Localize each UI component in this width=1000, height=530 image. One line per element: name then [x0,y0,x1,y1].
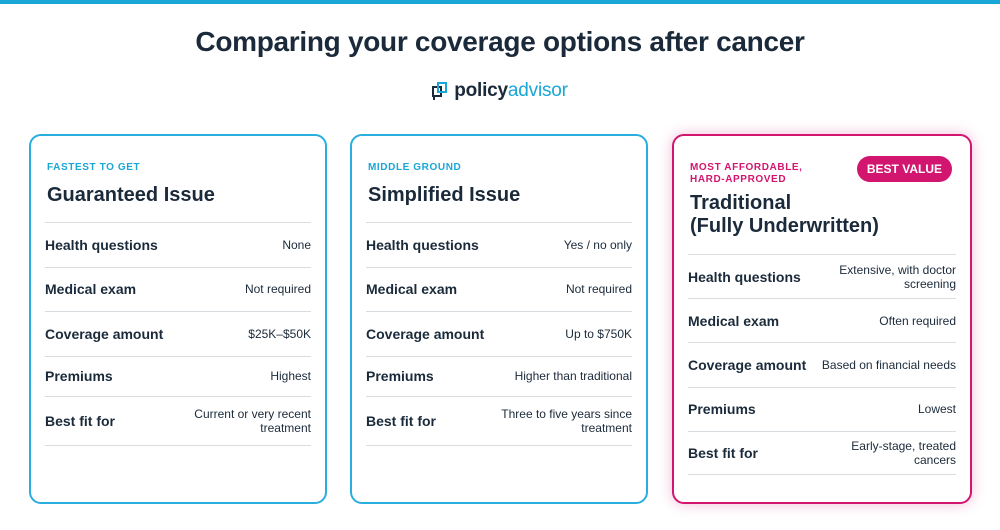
row-value: Current or very recent treatment [194,406,311,435]
page-title: Comparing your coverage options after ca… [195,26,805,57]
row-label: Premiums [688,401,756,418]
row-value: Early-stage, treated cancers [851,438,956,467]
top-accent-bar [0,0,1000,4]
row-medical-exam: Medical exam Often required [688,298,956,342]
row-label: Health questions [688,268,801,285]
row-coverage-amount: Coverage amount $25K–$50K [45,311,311,356]
row-label: Coverage amount [688,356,807,373]
card-guaranteed-issue: FASTEST TO GET Guaranteed Issue Health q… [29,134,327,504]
row-value: Yes / no only [563,237,632,252]
row-medical-exam: Medical exam Not required [366,266,632,312]
row-value: Up to $750K [565,326,632,341]
card-title: Simplified Issue [368,184,521,206]
row-label: Best fit for [688,444,758,461]
row-coverage-amount: Coverage amount Up to $750K [366,311,632,356]
row-label: Best fit for [45,412,115,429]
row-value: Highest [270,369,311,384]
row-best-fit-for: Best fit for Early-stage, treated cancers [688,430,956,475]
row-value: Three to five years since treatment [501,406,632,435]
row-health-questions: Health questions None [45,222,311,267]
card-traditional: MOST AFFORDABLE, HARD-APPROVED BEST VALU… [672,134,972,504]
best-value-badge: BEST VALUE [856,156,952,182]
card-title: Traditional (Fully Underwritten) [690,192,879,238]
row-health-questions: Health questions Yes / no only [366,222,632,267]
row-label: Health questions [45,236,158,253]
logo-mark-icon [432,82,448,100]
row-label: Coverage amount [45,325,164,342]
row-label: Premiums [366,368,434,385]
row-premiums: Premiums Higher than traditional [366,355,632,396]
row-value: Based on financial needs [821,357,956,372]
row-coverage-amount: Coverage amount Based on financial needs [688,342,956,386]
row-label: Medical exam [45,281,137,298]
row-value: Higher than traditional [514,369,632,384]
logo-text-policy: policy [454,80,508,101]
card-title: Guaranteed Issue [47,184,215,206]
row-value: Not required [565,282,632,297]
row-label: Health questions [366,236,479,253]
row-value: Not required [244,282,311,297]
row-value: Often required [879,313,956,328]
row-label: Coverage amount [366,325,485,342]
row-value: $25K–$50K [248,326,311,341]
row-health-questions: Health questions Extensive, with doctor s… [688,254,956,298]
card-rows: Health questions None Medical exam Not req… [45,222,311,446]
card-eyebrow: MIDDLE GROUND [368,162,462,173]
row-label: Best fit for [366,412,436,429]
row-medical-exam: Medical exam Not required [45,266,311,312]
policyadvisor-logo: policyadvisor [0,80,1000,102]
row-label: Medical exam [366,281,458,298]
row-label: Premiums [45,368,113,385]
card-eyebrow: FASTEST TO GET [47,162,141,173]
row-best-fit-for: Best fit for Three to five years since tr… [366,395,632,446]
row-value: None [282,237,311,252]
card-eyebrow: MOST AFFORDABLE, HARD-APPROVED [690,162,803,185]
row-value: Lowest [917,402,956,417]
card-rows: Health questions Extensive, with doctor s… [688,254,956,475]
row-value: Extensive, with doctor screening [839,262,956,291]
logo-text: policyadvisor [454,80,568,102]
card-simplified-issue: MIDDLE GROUND Simplified Issue Health qu… [350,134,648,504]
row-premiums: Premiums Highest [45,355,311,396]
logo-text-advisor: advisor [507,80,568,101]
card-title-line1: Traditional [690,192,792,214]
row-best-fit-for: Best fit for Current or very recent treat… [45,395,311,446]
row-label: Medical exam [688,312,780,329]
card-rows: Health questions Yes / no only Medical ex… [366,222,632,446]
row-premiums: Premiums Lowest [688,386,956,431]
card-title-line2: (Fully Underwritten) [690,215,879,237]
